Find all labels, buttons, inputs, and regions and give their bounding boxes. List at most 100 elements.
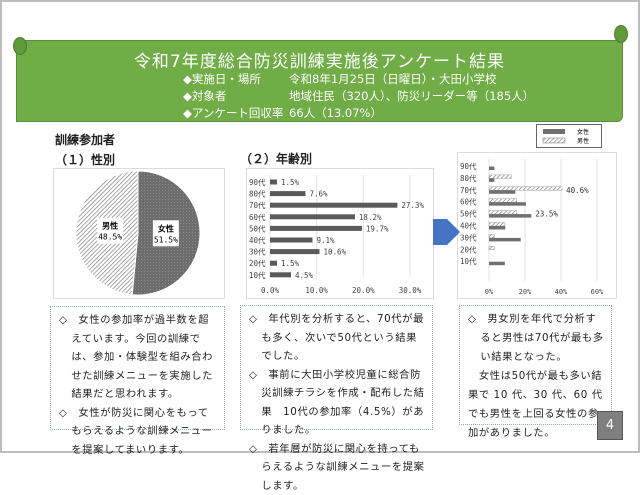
info-value: 令和8年1月25日（日曜日）・大田小学校 [289, 72, 497, 86]
bar-female [489, 167, 494, 171]
page-title: 令和7年度総合防災訓練実施後アンケート結果 [17, 47, 622, 72]
bar-male [489, 223, 505, 227]
bar [270, 180, 277, 185]
info-row-target: ◆対象者地域住民（320人）、防災リーダー等（185人） [183, 88, 534, 104]
bar-male [489, 211, 517, 215]
pie-label-value: 51.5% [154, 235, 178, 244]
y-tick-label: 80代 [249, 189, 266, 199]
y-tick-label: 70代 [460, 185, 477, 195]
legend-swatch-female [543, 129, 565, 134]
x-tick-label: 10.0% [305, 286, 328, 295]
data-label: 19.7% [366, 224, 389, 233]
info-label: ◆実施日・場所 [183, 71, 289, 87]
data-label: 9.1% [316, 236, 335, 245]
y-tick-label: 70代 [249, 200, 266, 210]
y-tick-label: 40代 [249, 235, 266, 245]
y-tick-label: 90代 [460, 161, 477, 171]
data-label: 18.2% [359, 213, 382, 222]
y-tick-label: 20代 [249, 258, 266, 268]
gender-pie-chart: 女性 51.5% 男性 48.5% [53, 168, 225, 299]
data-label: 1.5% [281, 259, 300, 268]
pie-label-category: 男性 [102, 221, 118, 231]
section-title: 訓練参加者 [55, 131, 115, 148]
y-tick-label: 80代 [460, 173, 477, 183]
title-banner: 令和7年度総合防災訓練実施後アンケート結果 ◆実施日・場所令和8年1月25日（日… [16, 40, 623, 122]
info-row-date: ◆実施日・場所令和8年1月25日（日曜日）・大田小学校 [183, 71, 497, 87]
bar-female [489, 238, 521, 242]
chart-legend: 女性 男性 [536, 124, 602, 148]
info-value: 地域住民（320人）、防災リーダー等（185人） [289, 89, 534, 103]
note-text: ◇ 男女別を年代で分析すると男性は70代が最も多い結果となった。 [468, 310, 605, 367]
x-tick-label: 20% [519, 288, 532, 296]
bar [270, 238, 312, 243]
y-tick-label: 30代 [460, 232, 477, 242]
bar-male [489, 175, 511, 179]
y-tick-label: 40代 [460, 221, 477, 231]
bar-male [489, 187, 562, 191]
bar [270, 226, 362, 231]
data-label: 10.6% [323, 248, 346, 257]
bar-male [489, 234, 494, 238]
y-tick-label: 20代 [460, 244, 477, 254]
bar [270, 214, 355, 219]
bar-male [489, 199, 517, 203]
x-tick-label: 0% [485, 288, 494, 296]
age-heading: （２）年齢別 [240, 150, 312, 167]
arrow-right-icon [433, 213, 461, 251]
bar-female [489, 178, 494, 182]
data-label: 23.5% [535, 210, 558, 219]
gender-notes: ◇ 女性の参加率が過半数を超えています。今回の訓練では、参加・体験型を組み合わせ… [50, 306, 225, 430]
y-tick-label: 60代 [460, 197, 477, 207]
bar [270, 261, 277, 266]
note-text: 女性は50代が最も多い結果で 10 代、30 代、60 代でも男性を上回る女性の… [468, 367, 605, 443]
bar [270, 191, 305, 196]
bar-female [489, 190, 515, 194]
pie-label-category: 女性 [158, 223, 174, 233]
age-notes: ◇ 年代別を分析すると、70代が最も多く、次いで50代という結果でした。 ◇ 事… [240, 305, 433, 430]
y-tick-label: 50代 [249, 223, 266, 233]
x-tick-label: 20.0% [352, 286, 375, 295]
y-tick-label: 60代 [249, 212, 266, 222]
bar [270, 272, 291, 277]
legend-swatch-male [543, 138, 565, 143]
bar-female [489, 262, 505, 266]
info-value: 66人（13.07%） [289, 106, 382, 120]
page-number: 4 [597, 411, 623, 440]
data-label: 40.6% [566, 186, 589, 195]
x-tick-label: 30.0% [399, 286, 422, 295]
x-tick-label: 60% [591, 288, 604, 296]
bar [270, 249, 319, 254]
scroll-curl-right [614, 25, 628, 43]
gender-age-notes: ◇ 男女別を年代で分析すると男性は70代が最も多い結果となった。 女性は50代が… [459, 305, 612, 425]
x-tick-label: 0.0% [261, 286, 280, 295]
note-text: ◇ 年代別を分析すると、70代が最も多く、次いで50代という結果でした。 [249, 310, 426, 366]
info-label: ◆対象者 [183, 88, 289, 104]
data-label: 4.5% [295, 271, 314, 280]
y-tick-label: 10代 [249, 270, 266, 280]
info-label: ◆アンケート回収率 [183, 105, 289, 121]
bar-female [489, 226, 505, 230]
age-bar-chart: 0.0% 10.0% 20.0% 30.0% 90代 1.5% 80代 7.6% 70代 27.3… [246, 168, 434, 299]
note-text: ◇ 事前に大田小学校児童に総合防災訓練チラシを作成・配布した結果 10代の参加率… [249, 366, 426, 440]
bar-female [489, 202, 526, 206]
bar [270, 203, 397, 208]
bar-female [489, 214, 531, 218]
x-tick-label: 40% [555, 288, 568, 296]
y-tick-label: 50代 [460, 209, 477, 219]
note-text: ◇ 女性が防災に関心をもってもらえるような訓練メニューを提案してまいります。 [59, 404, 218, 460]
gender-heading: （１）性別 [55, 151, 115, 168]
y-tick-label: 10代 [460, 256, 477, 266]
note-text: ◇ 若年層が防災に関心を持ってもらえるような訓練メニューを提案します。 [249, 440, 426, 495]
note-text: ◇ 女性の参加率が過半数を超えています。今回の訓練では、参加・体験型を組み合わせ… [59, 311, 218, 404]
bar-male [489, 246, 494, 250]
pie-label-value: 48.5% [98, 233, 122, 242]
data-label: 27.3% [401, 201, 424, 210]
data-label: 7.6% [309, 190, 328, 199]
y-tick-label: 90代 [249, 177, 266, 187]
legend-label-female: 女性 [577, 128, 589, 136]
legend-label-male: 男性 [577, 137, 589, 145]
y-tick-label: 30代 [249, 247, 266, 257]
data-label: 1.5% [281, 178, 300, 187]
